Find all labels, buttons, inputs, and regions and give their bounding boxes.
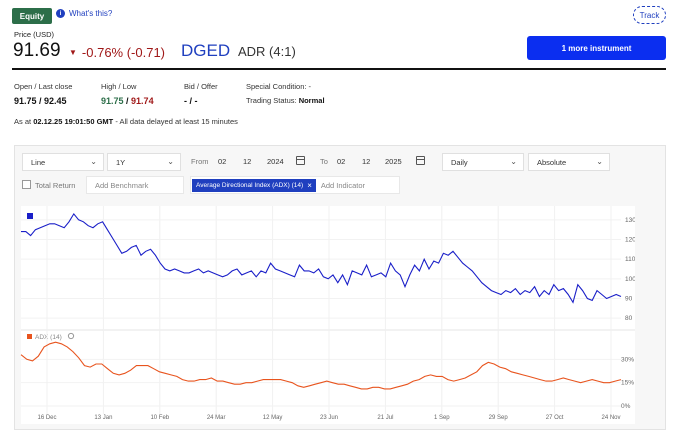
to-label: To [320,157,328,166]
gear-icon[interactable] [67,332,75,340]
scale-select[interactable]: Absolute ⌄ [528,153,610,171]
total-return-checkbox[interactable] [22,180,31,189]
price-change: ▼ -0.76% (-0.71) [69,45,165,60]
x-tick-label: 12 May [263,415,283,421]
chart-canvas[interactable]: ADX (14) 16 Dec 13 Jan 10 Feb 24 Mar 12 May 2… [15,206,635,424]
calendar-icon[interactable] [416,156,425,165]
x-tick-label: 29 Sep [489,415,509,421]
trading-status-label: Trading Status: [246,96,297,105]
adx-legend-swatch [27,334,32,339]
add-benchmark-input[interactable]: Add Benchmark [86,176,184,194]
from-day[interactable]: 02 [218,157,227,166]
bid-offer-value: - / - [184,96,198,106]
stat-open-close: Open / Last close 91.75 / 92.45 [14,82,72,106]
info-icon: i [56,9,65,18]
price-label: Price (USD) [14,30,55,39]
price-y-tick-label: 110 [625,256,635,263]
high-low-label: High / Low [101,82,137,91]
more-instruments-button[interactable]: 1 more instrument [527,36,666,60]
from-year[interactable]: 2024 [267,157,284,166]
ticker-symbol: DGED [181,41,231,60]
x-tick-label: 24 Nov [601,415,620,421]
price-y-tick-label: 80 [625,315,633,322]
adx-legend-label: ADX (14) [35,334,62,341]
x-tick-label: 16 Dec [37,415,56,421]
period-select[interactable]: 1Y ⌄ [107,153,181,171]
interval-select[interactable]: Daily ⌄ [442,153,524,171]
from-month[interactable]: 12 [243,157,252,166]
adx-series-line [20,341,622,390]
as-at-line: As at 02.12.25 19:01:50 GMT - All data d… [14,117,238,126]
x-tick-label: 13 Jan [94,415,112,421]
scale-value: Absolute [537,157,567,167]
indicator-field[interactable]: Average Directional Index (ADX) (14) × Ad… [190,176,400,194]
to-day[interactable]: 02 [337,157,346,166]
open-close-value: 91.75 / 92.45 [14,96,67,106]
x-tick-label: 10 Feb [150,415,169,421]
price-y-tick-label: 120 [625,236,635,243]
price-y-tick-label: 90 [625,295,633,302]
open-close-label: Open / Last close [14,82,73,91]
close-icon[interactable]: × [307,180,312,190]
to-year[interactable]: 2025 [385,157,402,166]
stat-high-low: High / Low 91.75 / 91.74 [101,82,154,106]
adx-chip-label: Average Directional Index (ADX) (14) [196,181,304,189]
interval-value: Daily [451,157,468,167]
period-value: 1Y [116,157,126,167]
x-tick-label: 21 Jul [377,415,393,421]
trading-status-value: Normal [298,96,325,105]
whats-this-label: What's this? [69,9,113,18]
special-condition: Special Condition: - [246,82,312,91]
track-button[interactable]: Track [633,6,666,24]
high-low-value: 91.75 / 91.74 [101,96,154,106]
trading-status: Trading Status: Normal [246,96,325,105]
whats-this-link[interactable]: i What's this? [56,9,112,18]
as-at-prefix: As at [14,117,32,126]
chart-panel: Line ⌄ 1Y ⌄ From 02 12 2024 To 02 12 2025 … [14,145,666,430]
bid-offer-label: Bid / Offer [184,82,218,91]
chart-type-value: Line [31,157,46,167]
price-y-tick-label: 100 [625,276,635,283]
x-tick-label: 27 Oct [546,415,564,421]
from-label: From [191,157,209,166]
adx-y-tick-label: 30% [621,356,634,363]
chevron-down-icon: ⌄ [167,157,174,166]
stat-bid-offer: Bid / Offer - / - [184,82,218,106]
equity-tag: Equity [12,8,52,24]
price-legend-swatch [27,213,33,219]
stat-conditions: Special Condition: - Trading Status: Nor… [246,82,325,105]
to-month[interactable]: 12 [362,157,371,166]
x-tick-label: 24 Mar [207,415,226,421]
x-tick-label: 23 Jun [320,415,338,421]
chart-type-select[interactable]: Line ⌄ [22,153,104,171]
low-value: 91.74 [131,96,154,106]
ticker-subtitle: ADR (4:1) [238,44,296,59]
chevron-down-icon: ⌄ [510,157,517,166]
adx-y-tick-label: 15% [621,380,634,387]
add-indicator-placeholder: Add Indicator [320,180,366,190]
total-return-label: Total Return [35,181,76,190]
adx-y-tick-label: 0% [621,403,631,410]
price-change-value: -0.76% (-0.71) [81,45,166,60]
price-y-tick-label: 130 [625,217,635,224]
down-arrow-icon: ▼ [69,48,77,57]
adx-chip[interactable]: Average Directional Index (ADX) (14) × [192,178,316,192]
price-value: 91.69 [13,40,61,61]
chevron-down-icon: ⌄ [90,157,97,166]
add-benchmark-placeholder: Add Benchmark [95,180,149,190]
calendar-icon[interactable] [296,156,305,165]
price-series-line [21,212,622,304]
chart-plot-background [21,206,635,424]
header-divider [12,68,666,70]
chevron-down-icon: ⌄ [596,157,603,166]
high-value: 91.75 [101,96,124,106]
as-at-timestamp: 02.12.25 19:01:50 GMT [33,117,114,126]
as-at-suffix: - All data delayed at least 15 minutes [115,117,238,126]
x-tick-label: 1 Sep [434,415,450,421]
